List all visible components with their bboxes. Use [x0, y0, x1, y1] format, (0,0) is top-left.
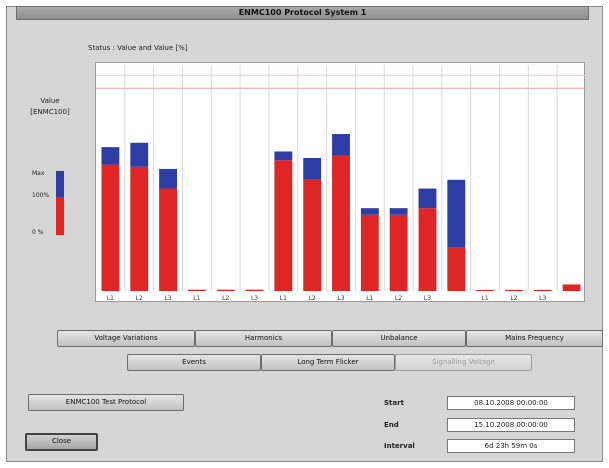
bar-high	[130, 142, 149, 167]
bar-low	[245, 289, 264, 291]
bar-high	[332, 134, 350, 156]
category-label: L1	[107, 295, 114, 302]
long-term-flicker-button[interactable]: Long Term Flicker	[261, 354, 395, 371]
scale-bar-high	[56, 171, 64, 197]
bar-low	[274, 160, 293, 291]
bar-low	[389, 214, 408, 291]
harmonics-button[interactable]: Harmonics	[195, 330, 332, 347]
bar-high	[447, 179, 466, 248]
close-button[interactable]: Close	[25, 433, 98, 451]
window-title: ENMC100 Protocol System 1	[16, 6, 589, 20]
mains-frequency-button[interactable]: Mains Frequency	[466, 330, 603, 347]
bar-high	[101, 147, 120, 165]
interval-label: Interval	[384, 442, 415, 450]
unbalance-button[interactable]: Unbalance	[332, 330, 466, 347]
bar-low	[159, 188, 177, 291]
bar-low	[303, 179, 322, 291]
bar-low	[447, 247, 466, 291]
bar-low	[533, 289, 552, 291]
bar-low	[216, 289, 235, 291]
chart-svg: L1 L2 L3 L1 L2 L3 L1 L2 L3 L1 L2 L3 L1 L2 L3	[96, 65, 586, 302]
bar-high	[274, 151, 293, 161]
scale-label-max: Max	[32, 170, 45, 177]
scale-label-100: 100%	[32, 192, 50, 199]
scale-label-0: 0 %	[32, 229, 44, 236]
category-label: L1	[482, 295, 489, 302]
category-label: L2	[510, 295, 517, 302]
category-label: L1	[366, 295, 373, 302]
category-label: L3	[424, 295, 431, 302]
category-label: L3	[337, 295, 344, 302]
test-protocol-button[interactable]: ENMC100 Test Protocol	[28, 394, 184, 411]
category-label: L3	[251, 295, 258, 302]
start-label: Start	[384, 399, 404, 407]
bar-high	[360, 208, 379, 215]
category-label: L2	[309, 295, 316, 302]
start-field: 08.10.2008 00:00:00	[447, 396, 575, 410]
bar-low	[130, 166, 149, 291]
events-button[interactable]: Events	[127, 354, 261, 371]
bar-low	[476, 289, 495, 291]
category-label: L2	[222, 295, 229, 302]
bar-low	[360, 214, 379, 291]
category-label: L1	[280, 295, 287, 302]
category-label: L1	[193, 295, 200, 302]
y-axis-label: Value [ENMC100]	[26, 96, 74, 118]
bar-chart: L1 L2 L3 L1 L2 L3 L1 L2 L3 L1 L2 L3 L1 L2 L3	[95, 62, 586, 302]
scale-bar	[56, 171, 64, 235]
end-label: End	[384, 421, 399, 429]
chart-legend-text: Status : Value and Value [%]	[88, 44, 188, 52]
category-label: L2	[136, 295, 143, 302]
y-axis-label-line1: Value	[40, 97, 60, 105]
bar-low	[505, 289, 523, 291]
interval-field: 6d 23h 59m 0s	[447, 439, 575, 453]
bar-high	[418, 188, 437, 209]
y-axis-label-line2: [ENMC100]	[30, 108, 70, 116]
signalling-voltage-button[interactable]: Signalling Voltage	[395, 354, 532, 371]
bar-low	[418, 208, 437, 291]
category-label: L3	[164, 295, 171, 302]
bar-low	[101, 164, 120, 291]
bar-high	[303, 158, 322, 180]
voltage-variations-button[interactable]: Voltage Variations	[57, 330, 195, 347]
category-label: L2	[395, 295, 402, 302]
end-field: 15.10.2008 00:00:00	[447, 418, 575, 432]
bar-high	[159, 168, 177, 189]
bar-high	[389, 208, 408, 215]
scale-bar-low	[56, 197, 64, 235]
category-label: L3	[539, 295, 546, 302]
bar-low	[562, 284, 581, 291]
bar-low	[187, 289, 206, 291]
bar-low	[332, 155, 350, 291]
